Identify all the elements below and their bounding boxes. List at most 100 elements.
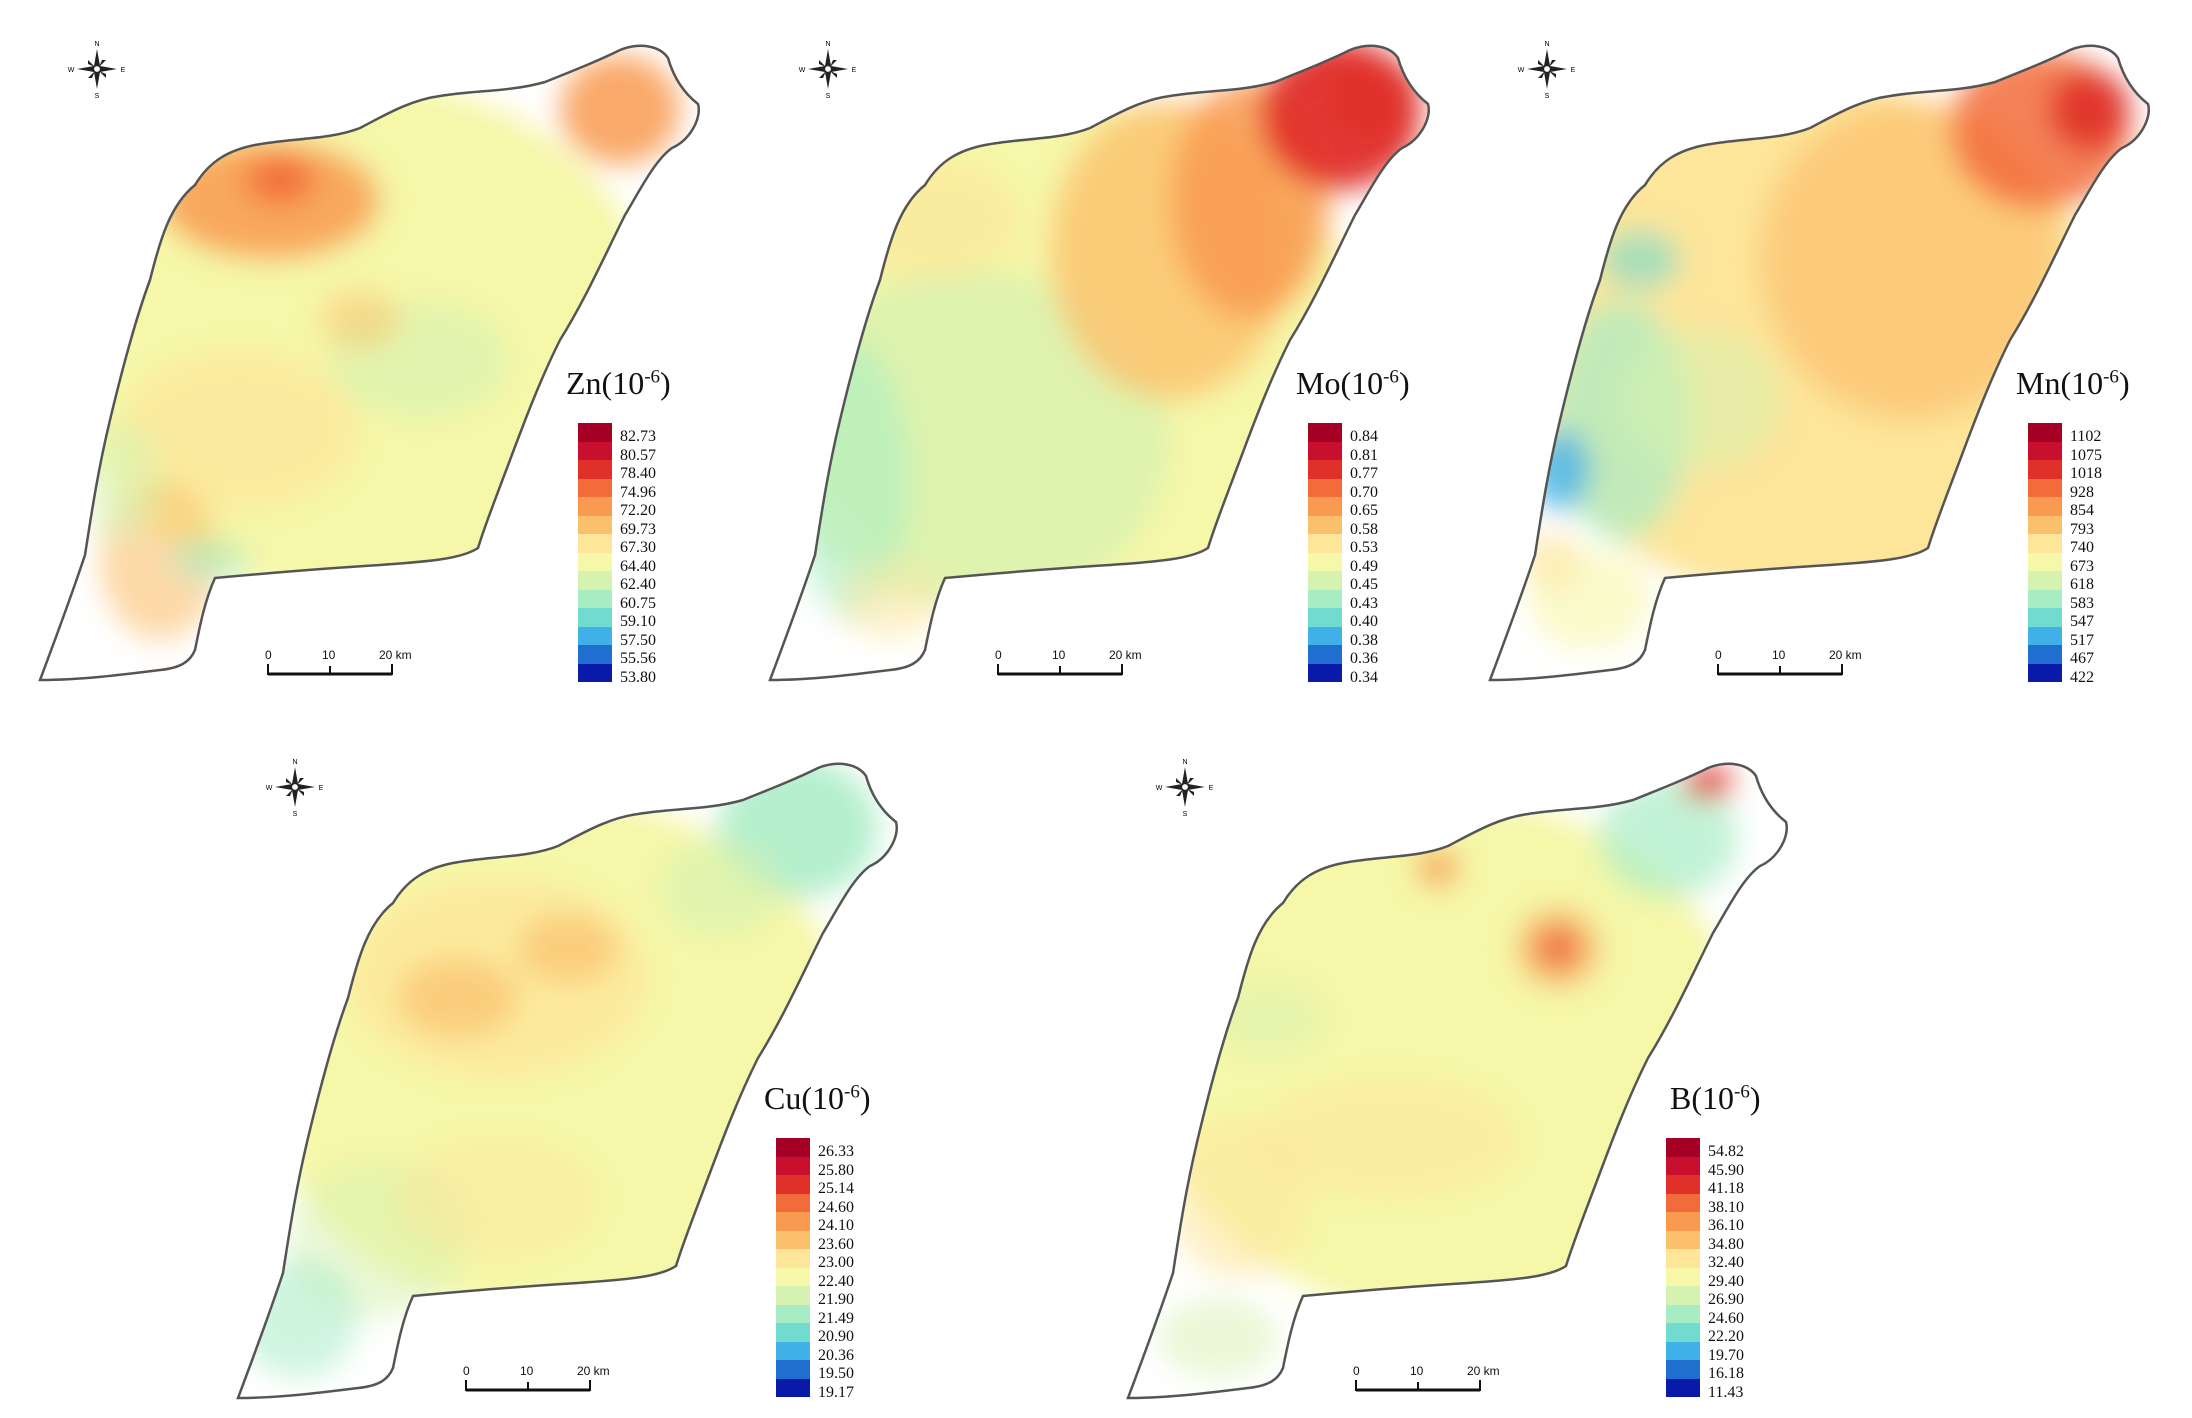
concentration-zone [1516,908,1600,988]
legend-label: 0.70 [1350,483,1378,501]
legend-label: 22.40 [818,1272,854,1290]
legend-label: 0.84 [1350,428,1378,445]
legend-label: 26.90 [1708,1291,1744,1308]
scale-tick-label: 10 [1410,1364,1424,1378]
legend-swatch [1666,1138,1700,1157]
legend-label: 26.33 [818,1143,854,1160]
concentration-zone [560,55,680,165]
scale-tick-label: 0 [1715,648,1722,662]
concentration-zone [658,838,778,938]
svg-text:W: W [266,785,273,792]
svg-text:N: N [825,41,830,48]
legend-label: 547 [2070,613,2094,630]
mo-concentration-map [768,44,1431,682]
legend-label: 0.36 [1350,650,1378,667]
legend-swatch [1308,460,1342,479]
concentration-zone [1530,430,1590,510]
legend-swatch [1666,1378,1700,1397]
legend-label: 29.40 [1708,1272,1744,1290]
legend-label: 72.20 [620,502,656,519]
legend-label: 583 [2070,594,2094,612]
legend-swatch [2028,497,2062,516]
legend-swatch [1308,571,1342,590]
legend-label: 618 [2070,576,2094,593]
legend-swatch [578,552,612,571]
legend-label: 21.90 [818,1291,854,1308]
legend-label: 0.40 [1350,613,1378,630]
legend-label: 19.50 [818,1365,854,1382]
legend-swatch [1666,1286,1700,1305]
legend-color-bar-mn [2028,423,2062,682]
legend-label: 517 [2070,631,2094,649]
legend-swatch [1666,1249,1700,1268]
svg-text:W: W [1156,785,1163,792]
compass-rose-icon: N S E W [1154,756,1216,818]
legend-label: 23.60 [818,1235,854,1253]
legend-label: 16.18 [1708,1365,1744,1382]
legend-label: 19.17 [818,1383,854,1401]
legend-swatch [2028,663,2062,682]
legend-label: 0.34 [1350,668,1378,686]
scale-tick-label: 20 km [1109,648,1142,662]
legend-label: 422 [2070,668,2094,686]
legend-swatch [578,571,612,590]
svg-text:S: S [826,93,831,100]
legend-swatch [1308,423,1342,442]
scale-tick-label: 20 km [577,1364,610,1378]
legend-title-b: B(10-6) [1670,1080,1761,1116]
legend-label: 928 [2070,483,2094,501]
legend-label: 854 [2070,502,2094,519]
legend-swatch [1308,497,1342,516]
legend-label: 25.80 [818,1161,854,1179]
legend-title-mo: Mo(10-6) [1296,365,1410,401]
legend-label: 24.10 [818,1217,854,1234]
scale-tick-label: 0 [1353,1364,1360,1378]
legend-label: 793 [2070,520,2094,538]
concentration-zone [120,350,360,510]
legend-swatch [1666,1175,1700,1194]
legend-label: 64.40 [620,557,656,575]
legend-label: 1018 [2070,465,2102,482]
mn-concentration-map [1488,44,2151,682]
legend-swatch [776,1286,810,1305]
legend-color-bar-cu [776,1138,810,1397]
legend-color-bar-b [1666,1138,1700,1397]
legend-swatch [1666,1267,1700,1286]
legend-label: 59.10 [620,613,656,630]
scale-tick-label: 0 [265,648,272,662]
legend-swatch [1666,1230,1700,1249]
region-boundary [38,44,701,682]
scale-tick-label: 10 [1052,648,1066,662]
legend-swatch [1666,1304,1700,1323]
compass-rose-icon: N S E W [797,38,859,100]
legend-label: 0.81 [1350,446,1378,464]
legend-swatch [1308,608,1342,627]
concentration-zone [840,560,940,640]
svg-text:E: E [319,785,324,792]
legend-swatch [2028,589,2062,608]
legend-label: 60.75 [620,594,656,612]
legend-label: 53.80 [620,668,656,686]
legend-swatch [2028,515,2062,534]
legend-swatch [776,1138,810,1157]
legend-label: 467 [2070,650,2094,667]
scale-tick-label: 10 [1772,648,1786,662]
legend-swatch [1308,645,1342,664]
legend-label: 24.60 [1708,1309,1744,1327]
svg-text:N: N [94,41,99,48]
legend-label: 57.50 [620,631,656,649]
legend-swatch [776,1323,810,1342]
b-concentration-map [1126,762,1789,1400]
legend-swatch [2028,460,2062,479]
legend-swatch [776,1304,810,1323]
legend-label: 19.70 [1708,1346,1744,1364]
legend-label: 0.45 [1350,576,1378,593]
svg-text:W: W [1518,67,1525,74]
legend-swatch [2028,571,2062,590]
concentration-zone [170,538,250,582]
concentration-zone [1208,978,1328,1058]
concentration-zone [1600,230,1680,290]
legend-swatch [776,1156,810,1175]
legend-swatch [578,608,612,627]
